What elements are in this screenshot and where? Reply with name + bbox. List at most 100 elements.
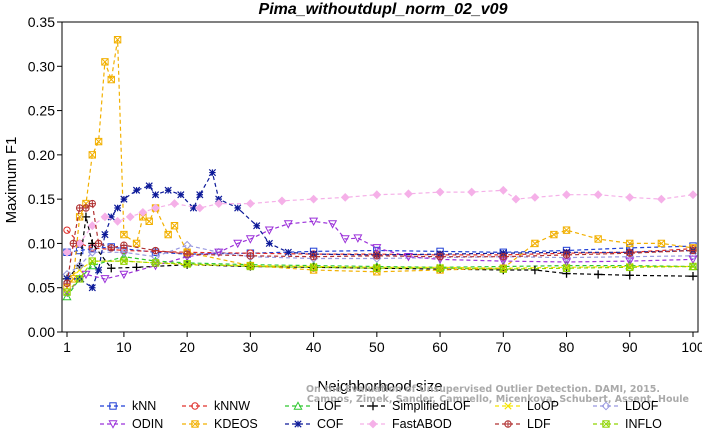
legend-item-ldf: LDF: [495, 417, 551, 431]
y-tick-label: 0.20: [28, 147, 55, 163]
data-point-simplifiedlof: [132, 263, 141, 272]
legend-marker: [108, 420, 118, 429]
data-point-fastabod: [113, 216, 122, 226]
data-point-fastabod: [625, 192, 635, 202]
data-point-cof: [284, 248, 292, 256]
data-point-fastabod: [100, 212, 110, 222]
data-point-cof: [113, 204, 122, 212]
data-point-cof: [151, 191, 160, 199]
data-point-kdeos: [626, 239, 634, 248]
data-point-ldof: [87, 247, 97, 257]
legend-label: KDEOS: [214, 417, 258, 431]
watermark-line-2: Campos, Zimek, Sander, Campello, Micenko…: [307, 394, 689, 405]
legend: kNN kNNW LOF SimplifiedLOF LoOP LDOF ODIN KDEOS…: [100, 399, 662, 431]
data-point-kdeos: [101, 58, 109, 66]
series-line-ldf: [66, 202, 694, 284]
data-point-odin: [372, 244, 382, 253]
y-tick-label: 0.10: [28, 235, 55, 251]
legend-item-simplifiedlof: SimplifiedLOF: [360, 399, 471, 413]
data-point-odin: [214, 248, 224, 258]
data-point-kdeos: [107, 75, 115, 84]
data-point-ldf: [69, 239, 78, 248]
data-point-odin: [625, 257, 635, 266]
series-line-lof: [66, 256, 694, 297]
data-point-ldof: [119, 247, 129, 257]
data-point-cof: [253, 222, 261, 230]
legend-label: FastABOD: [392, 417, 452, 431]
data-point-odin: [309, 217, 319, 227]
x-tick-label: 30: [243, 339, 259, 355]
data-point-ldf: [88, 199, 96, 208]
data-point-odin: [353, 234, 363, 243]
data-point-ldf: [246, 252, 255, 260]
data-point-loop: [76, 266, 84, 274]
data-point-simplifiedlof: [625, 271, 634, 280]
data-point-ldf: [689, 246, 697, 255]
data-point-knnw: [63, 226, 71, 234]
data-point-fastabod: [75, 239, 85, 248]
data-point-odin: [264, 226, 274, 235]
legend-marker: [294, 420, 302, 428]
y-tick-label: 0.05: [28, 280, 55, 296]
y-axis: 0.00 0.05 0.10 0.15 0.20 0.25 0.30 0.35: [28, 14, 62, 340]
legend-marker: [109, 402, 117, 410]
series-fastabod: [62, 185, 698, 257]
series-line-inflo: [66, 260, 694, 293]
data-point-odin: [688, 255, 698, 265]
legend-marker: [601, 401, 611, 411]
y-tick-label: 0.00: [28, 324, 55, 340]
data-point-fastabod: [87, 221, 97, 231]
series-line-ldof: [66, 244, 694, 275]
legend-label: LDOF: [625, 399, 659, 413]
data-point-fastabod: [245, 199, 255, 208]
data-point-kdeos: [164, 230, 172, 239]
legend-label: LOF: [317, 399, 342, 413]
data-point-inflo: [689, 262, 697, 271]
legend-item-loop: LoOP: [495, 399, 559, 413]
y-tick-label: 0.15: [28, 191, 55, 207]
data-point-kdeos: [120, 230, 128, 239]
data-point-cof: [107, 213, 115, 221]
legend-marker: [368, 419, 378, 429]
data-point-ldf: [309, 253, 318, 261]
legend-marker: [504, 420, 512, 428]
data-point-odin: [245, 235, 255, 244]
legend-marker: [191, 402, 199, 410]
data-point-ldf: [107, 244, 115, 252]
data-point-fastabod: [340, 192, 350, 202]
data-point-cof: [189, 204, 198, 212]
data-point-fastabod: [277, 196, 287, 206]
data-point-ldf: [63, 279, 71, 287]
data-point-simplifiedlof: [562, 269, 571, 278]
data-point-fastabod: [404, 189, 413, 199]
series-line-fastabod: [66, 189, 694, 253]
data-point-simplifiedlof: [593, 270, 603, 279]
data-point-cof: [120, 195, 128, 203]
data-point-cof: [234, 204, 242, 212]
x-tick-label: 70: [496, 339, 512, 355]
x-tick-label: 50: [369, 339, 385, 355]
x-tick-label: 60: [432, 339, 448, 355]
y-tick-label: 0.35: [28, 14, 55, 30]
x-tick-label: 40: [306, 339, 322, 355]
data-point-kdeos: [94, 137, 103, 146]
data-point-kdeos: [562, 226, 571, 234]
legend-label: COF: [317, 417, 344, 431]
legend-label: kNN: [132, 399, 156, 413]
data-point-cof: [63, 275, 71, 283]
legend-item-inflo: INFLO: [593, 417, 662, 431]
data-point-ldf: [120, 241, 128, 249]
data-point-cof: [265, 239, 273, 248]
data-point-inflo: [562, 264, 571, 272]
legend-label: ODIN: [132, 417, 163, 431]
legend-label: LoOP: [527, 399, 559, 413]
data-point-cof: [215, 195, 223, 203]
y-tick-label: 0.30: [28, 58, 55, 74]
data-point-cof: [177, 191, 185, 199]
legend-item-fastabod: FastABOD: [360, 417, 452, 431]
data-point-inflo: [626, 263, 634, 272]
data-point-kdeos: [75, 213, 84, 221]
data-point-fastabod: [195, 203, 205, 213]
x-tick-label: 1: [63, 339, 71, 355]
x-tick-label: 20: [179, 339, 195, 355]
